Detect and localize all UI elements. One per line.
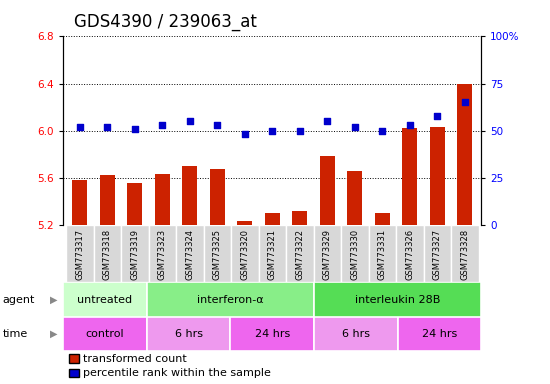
Text: GSM773321: GSM773321 <box>268 229 277 280</box>
Text: GSM773319: GSM773319 <box>130 229 139 280</box>
Bar <box>398 317 481 351</box>
Point <box>213 122 222 128</box>
Text: agent: agent <box>3 295 35 305</box>
Text: ▶: ▶ <box>50 295 58 305</box>
Bar <box>147 282 314 317</box>
Point <box>268 127 277 134</box>
Text: interferon-α: interferon-α <box>197 295 264 305</box>
Bar <box>314 282 481 317</box>
Point <box>323 118 332 124</box>
Text: GSM773322: GSM773322 <box>295 229 304 280</box>
Text: 6 hrs: 6 hrs <box>342 329 370 339</box>
Text: control: control <box>86 329 124 339</box>
Bar <box>265 213 280 225</box>
Text: GSM773317: GSM773317 <box>75 229 84 280</box>
Bar <box>396 225 424 282</box>
Text: GSM773326: GSM773326 <box>405 229 414 280</box>
Text: GSM773328: GSM773328 <box>460 229 469 280</box>
Bar <box>182 166 197 225</box>
Bar <box>292 210 307 225</box>
Bar <box>147 317 230 351</box>
Bar <box>100 175 115 225</box>
Text: 24 hrs: 24 hrs <box>255 329 290 339</box>
Bar <box>230 317 314 351</box>
Point <box>378 127 387 134</box>
Bar <box>430 127 445 225</box>
Text: GSM773320: GSM773320 <box>240 229 249 280</box>
Point <box>158 122 167 128</box>
Bar <box>237 221 252 225</box>
Bar <box>286 225 313 282</box>
Point <box>185 118 194 124</box>
Point <box>350 124 359 130</box>
Bar <box>424 225 451 282</box>
Text: GSM773323: GSM773323 <box>158 229 167 280</box>
Text: time: time <box>3 329 28 339</box>
Text: ▶: ▶ <box>50 329 58 339</box>
Bar <box>457 84 472 225</box>
Text: GSM773331: GSM773331 <box>378 229 387 280</box>
Bar <box>204 225 231 282</box>
Bar <box>72 180 87 225</box>
Bar <box>368 225 396 282</box>
Point <box>405 122 414 128</box>
Bar <box>155 174 170 225</box>
Point <box>460 99 469 106</box>
Bar <box>66 225 94 282</box>
Bar <box>231 225 258 282</box>
Bar <box>210 169 225 225</box>
Text: 24 hrs: 24 hrs <box>422 329 457 339</box>
Point <box>433 113 442 119</box>
Text: GSM773330: GSM773330 <box>350 229 359 280</box>
Bar <box>347 170 362 225</box>
Bar <box>314 225 341 282</box>
Text: percentile rank within the sample: percentile rank within the sample <box>83 368 271 378</box>
Text: GSM773327: GSM773327 <box>433 229 442 280</box>
Bar <box>402 128 417 225</box>
Text: 6 hrs: 6 hrs <box>175 329 202 339</box>
Text: GSM773329: GSM773329 <box>323 229 332 280</box>
Text: GDS4390 / 239063_at: GDS4390 / 239063_at <box>74 13 257 31</box>
Bar <box>63 282 147 317</box>
Bar <box>314 317 398 351</box>
Point <box>75 124 84 130</box>
Bar <box>127 184 142 225</box>
Text: untreated: untreated <box>78 295 133 305</box>
Bar <box>63 317 147 351</box>
Bar <box>258 225 286 282</box>
Text: transformed count: transformed count <box>83 354 187 364</box>
Text: GSM773324: GSM773324 <box>185 229 194 280</box>
Bar <box>121 225 148 282</box>
Text: GSM773318: GSM773318 <box>103 229 112 280</box>
Point <box>130 126 139 132</box>
Bar <box>148 225 176 282</box>
Text: interleukin 28B: interleukin 28B <box>355 295 441 305</box>
Bar <box>375 213 390 225</box>
Bar <box>176 225 204 282</box>
Bar <box>451 225 478 282</box>
Bar <box>341 225 368 282</box>
Bar <box>94 225 121 282</box>
Point <box>295 127 304 134</box>
Point <box>240 131 249 137</box>
Text: GSM773325: GSM773325 <box>213 229 222 280</box>
Bar <box>320 156 335 225</box>
Point <box>103 124 112 130</box>
